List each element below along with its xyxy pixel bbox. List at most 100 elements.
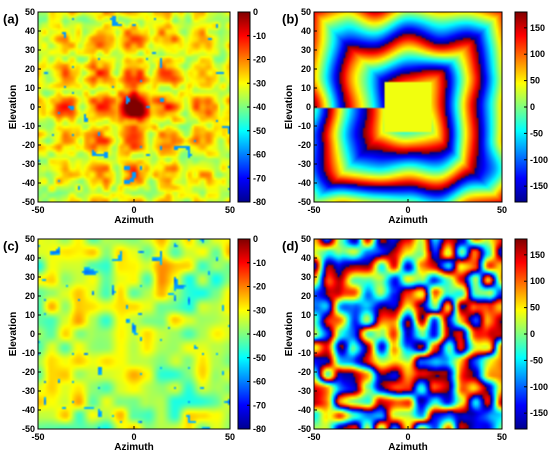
x-tick-label: -50 — [307, 432, 320, 442]
panel-b: (b)-50 0 5050403020100-10-20-30-40-50Azimu… — [282, 7, 548, 226]
y-tick-label: -50 — [298, 197, 311, 207]
colorbar-tick-label: -40 — [253, 102, 266, 112]
y-tick-label: 40 — [25, 26, 35, 36]
y-tick-label: 30 — [301, 45, 311, 55]
colorbar-tick-label: 100 — [530, 49, 545, 59]
colorbar-tick-label: -30 — [253, 78, 266, 88]
y-tick-label: 40 — [301, 26, 311, 36]
y-tick-label: -30 — [298, 159, 311, 169]
x-axis-label: Azimuth — [388, 442, 427, 452]
y-tick-label: -40 — [298, 178, 311, 188]
x-tick-label: -50 — [307, 205, 320, 215]
colorbar-tick-label: -70 — [253, 400, 266, 410]
x-axis-label: Azimuth — [114, 442, 153, 452]
y-tick-label: 30 — [301, 272, 311, 282]
heatmap-image — [314, 12, 502, 202]
y-tick-label: -30 — [298, 386, 311, 396]
colorbar-tick-label: 150 — [530, 23, 545, 33]
x-tick-label: 0 — [405, 205, 410, 215]
colorbar-tick-label: 100 — [530, 276, 545, 286]
colorbar-tick-label: -50 — [253, 353, 266, 363]
y-tick-label: 30 — [25, 272, 35, 282]
y-tick-label: -40 — [22, 405, 35, 415]
y-axis-label: Elevation — [8, 85, 19, 129]
y-tick-label: 0 — [306, 329, 311, 339]
y-tick-label: 30 — [25, 45, 35, 55]
y-axis-label: Elevation — [284, 85, 295, 129]
colorbar-tick-label: 0 — [253, 7, 258, 17]
y-tick-label: 40 — [301, 253, 311, 263]
colorbar-tick-label: -20 — [253, 282, 266, 292]
y-tick-label: -20 — [22, 140, 35, 150]
colorbar-tick-label: -20 — [253, 55, 266, 65]
y-tick-label: -20 — [298, 140, 311, 150]
y-tick-label: 50 — [301, 7, 311, 17]
panel-label: (b) — [282, 12, 299, 27]
y-tick-label: -40 — [22, 178, 35, 188]
colorbar-tick-label: -50 — [530, 128, 543, 138]
x-tick-label: 50 — [497, 205, 507, 215]
x-tick-label: -50 — [31, 432, 44, 442]
y-tick-label: -20 — [298, 367, 311, 377]
y-tick-label: 10 — [25, 83, 35, 93]
y-tick-label: 20 — [25, 291, 35, 301]
x-axis-label: Azimuth — [114, 215, 153, 226]
x-tick-label: 0 — [131, 205, 136, 215]
colorbar-tick-label: -10 — [253, 258, 266, 268]
x-tick-label: 50 — [497, 432, 507, 442]
colorbar-tick-label: -100 — [530, 382, 548, 392]
colorbar-tick-label: -10 — [253, 31, 266, 41]
y-tick-label: 0 — [306, 102, 311, 112]
x-tick-label: -50 — [31, 205, 44, 215]
y-tick-label: 10 — [301, 310, 311, 320]
y-tick-label: 20 — [301, 291, 311, 301]
panel-c: (c) -50 0 50 50 40 30 20 10 0 -10 -20 -30 -40 -50 Azimu… — [3, 234, 266, 452]
y-tick-label: 20 — [301, 64, 311, 74]
y-axis-label: Elevation — [284, 312, 295, 356]
y-tick-label: 50 — [25, 7, 35, 17]
y-tick-label: -50 — [22, 424, 35, 434]
colorbar-tick-label: -60 — [253, 377, 266, 387]
panel-label: (c) — [3, 239, 19, 254]
colorbar-tick-label: 50 — [530, 303, 540, 313]
panel-a: (a) -50 0 50 50 40 30 20 10 0 -10 -20 -30 -40 -50 Azimu… — [3, 7, 266, 226]
y-tick-label: 50 — [25, 234, 35, 244]
y-tick-label: 20 — [25, 64, 35, 74]
panel-label: (d) — [282, 239, 299, 254]
y-tick-label: -10 — [298, 121, 311, 131]
colorbar-tick-label: -100 — [530, 155, 548, 165]
colorbar-tick-label: 0 — [530, 102, 535, 112]
colorbar-tick-label: -30 — [253, 305, 266, 315]
y-tick-label: -50 — [22, 197, 35, 207]
y-tick-label: 10 — [25, 310, 35, 320]
heatmap-image — [38, 239, 230, 429]
y-tick-label: -20 — [22, 367, 35, 377]
y-tick-label: -10 — [22, 348, 35, 358]
colorbar-tick-label: -70 — [253, 173, 266, 183]
y-tick-label: -30 — [22, 159, 35, 169]
y-tick-label: 10 — [301, 83, 311, 93]
x-axis-label: Azimuth — [388, 215, 427, 226]
heatmap-image — [314, 239, 502, 429]
colorbar-tick-label: -40 — [253, 329, 266, 339]
colorbar-tick-label: -80 — [253, 424, 266, 434]
y-tick-label: 40 — [25, 253, 35, 263]
x-tick-label: 50 — [225, 432, 235, 442]
x-tick-label: 0 — [405, 432, 410, 442]
colorbar-tick-label: -150 — [530, 181, 548, 191]
y-tick-label: 0 — [30, 329, 35, 339]
colorbar-tick-label: -50 — [253, 126, 266, 136]
colorbar-tick-label: 50 — [530, 76, 540, 86]
colorbar-tick-label: -50 — [530, 355, 543, 365]
y-tick-label: -30 — [22, 386, 35, 396]
y-tick-label: -10 — [22, 121, 35, 131]
y-tick-label: -10 — [298, 348, 311, 358]
colorbar-tick-label: -150 — [530, 408, 548, 418]
y-axis-label: Elevation — [8, 312, 19, 356]
y-tick-label: 50 — [301, 234, 311, 244]
panel-label: (a) — [3, 12, 19, 27]
colorbar-tick-label: 150 — [530, 250, 545, 260]
y-tick-label: -50 — [298, 424, 311, 434]
colorbar-tick-label: -80 — [253, 197, 266, 207]
